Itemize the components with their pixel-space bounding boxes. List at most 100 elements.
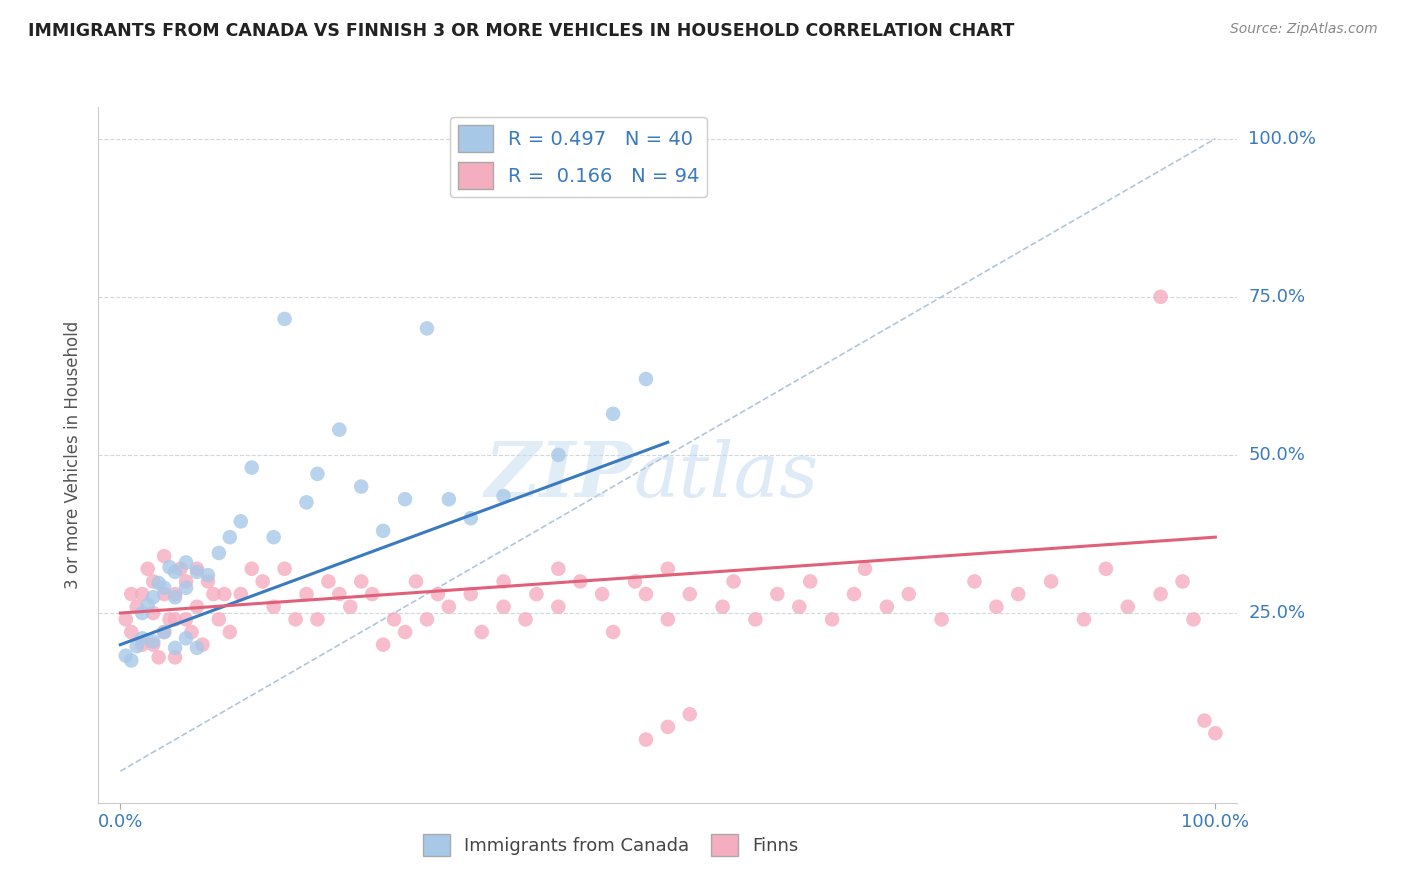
Point: [1040, 574, 1063, 589]
Point: [218, 530, 240, 544]
Point: [131, 632, 153, 646]
Point: [591, 587, 613, 601]
Point: [1194, 714, 1216, 728]
Point: [131, 606, 153, 620]
Point: [218, 625, 240, 640]
Point: [202, 587, 225, 601]
Point: [186, 640, 208, 655]
Point: [159, 612, 181, 626]
Point: [394, 625, 416, 640]
Point: [853, 562, 876, 576]
Text: 25.0%: 25.0%: [1249, 604, 1306, 622]
Point: [634, 587, 657, 601]
Point: [1073, 612, 1095, 626]
Point: [186, 599, 208, 614]
Point: [876, 599, 898, 614]
Point: [153, 625, 176, 640]
Point: [328, 423, 350, 437]
Point: [931, 612, 953, 626]
Point: [159, 560, 181, 574]
Point: [361, 587, 384, 601]
Point: [602, 625, 624, 640]
Point: [174, 556, 197, 570]
Point: [153, 581, 176, 595]
Text: IMMIGRANTS FROM CANADA VS FINNISH 3 OR MORE VEHICLES IN HOUSEHOLD CORRELATION CH: IMMIGRANTS FROM CANADA VS FINNISH 3 OR M…: [28, 22, 1015, 40]
Point: [492, 489, 515, 503]
Point: [229, 587, 252, 601]
Point: [165, 587, 187, 601]
Point: [437, 599, 460, 614]
Point: [460, 511, 482, 525]
Point: [136, 598, 159, 612]
Point: [252, 574, 274, 589]
Point: [165, 591, 187, 605]
Point: [657, 720, 679, 734]
Point: [744, 612, 766, 626]
Point: [547, 562, 569, 576]
Point: [165, 640, 187, 655]
Point: [186, 565, 208, 579]
Point: [657, 612, 679, 626]
Point: [197, 568, 219, 582]
Point: [1095, 562, 1118, 576]
Text: 50.0%: 50.0%: [1249, 446, 1305, 464]
Point: [318, 574, 340, 589]
Point: [1204, 726, 1226, 740]
Point: [125, 599, 148, 614]
Point: [624, 574, 647, 589]
Point: [142, 606, 165, 620]
Point: [240, 562, 263, 576]
Point: [197, 574, 219, 589]
Point: [492, 574, 515, 589]
Point: [142, 634, 165, 648]
Text: 75.0%: 75.0%: [1249, 288, 1306, 306]
Point: [416, 612, 439, 626]
Point: [148, 650, 170, 665]
Point: [821, 612, 844, 626]
Point: [307, 467, 329, 481]
Point: [766, 587, 789, 601]
Point: [307, 612, 329, 626]
Point: [437, 492, 460, 507]
Point: [526, 587, 548, 601]
Point: [657, 562, 679, 576]
Point: [471, 625, 494, 640]
Point: [394, 492, 416, 507]
Point: [405, 574, 427, 589]
Point: [142, 638, 165, 652]
Y-axis label: 3 or more Vehicles in Household: 3 or more Vehicles in Household: [65, 321, 83, 589]
Point: [153, 549, 176, 563]
Point: [897, 587, 920, 601]
Point: [131, 638, 153, 652]
Point: [1149, 290, 1171, 304]
Point: [602, 407, 624, 421]
Point: [1116, 599, 1139, 614]
Point: [492, 599, 515, 614]
Point: [339, 599, 361, 614]
Point: [1171, 574, 1194, 589]
Point: [191, 638, 214, 652]
Point: [142, 574, 165, 589]
Point: [373, 524, 395, 538]
Point: [273, 562, 295, 576]
Point: [460, 587, 482, 601]
Point: [1007, 587, 1029, 601]
Point: [174, 581, 197, 595]
Point: [328, 587, 350, 601]
Point: [114, 648, 136, 663]
Point: [120, 587, 142, 601]
Point: [142, 591, 165, 605]
Point: [963, 574, 986, 589]
Point: [153, 625, 176, 640]
Legend: Immigrants from Canada, Finns: Immigrants from Canada, Finns: [416, 827, 806, 863]
Point: [547, 448, 569, 462]
Point: [120, 653, 142, 667]
Point: [174, 574, 197, 589]
Point: [1182, 612, 1205, 626]
Point: [634, 732, 657, 747]
Text: ZIP: ZIP: [485, 439, 634, 513]
Point: [114, 612, 136, 626]
Point: [125, 639, 148, 653]
Point: [153, 587, 176, 601]
Point: [273, 312, 295, 326]
